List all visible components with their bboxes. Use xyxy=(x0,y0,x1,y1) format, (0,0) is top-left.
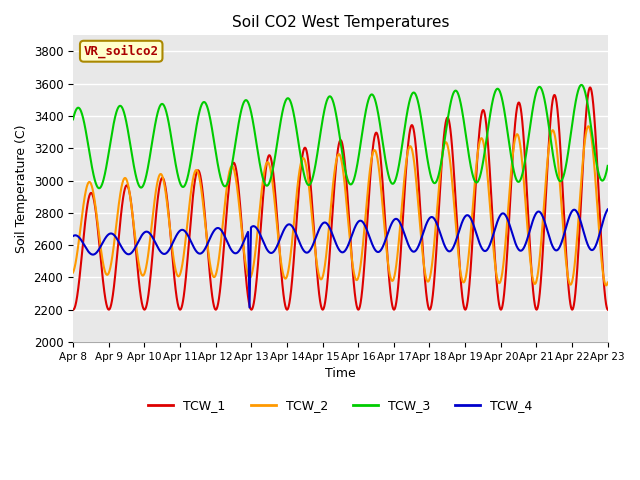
Y-axis label: Soil Temperature (C): Soil Temperature (C) xyxy=(15,124,28,253)
Title: Soil CO2 West Temperatures: Soil CO2 West Temperatures xyxy=(232,15,449,30)
Text: VR_soilco2: VR_soilco2 xyxy=(84,45,159,58)
Legend: TCW_1, TCW_2, TCW_3, TCW_4: TCW_1, TCW_2, TCW_3, TCW_4 xyxy=(143,394,538,417)
X-axis label: Time: Time xyxy=(325,367,356,380)
